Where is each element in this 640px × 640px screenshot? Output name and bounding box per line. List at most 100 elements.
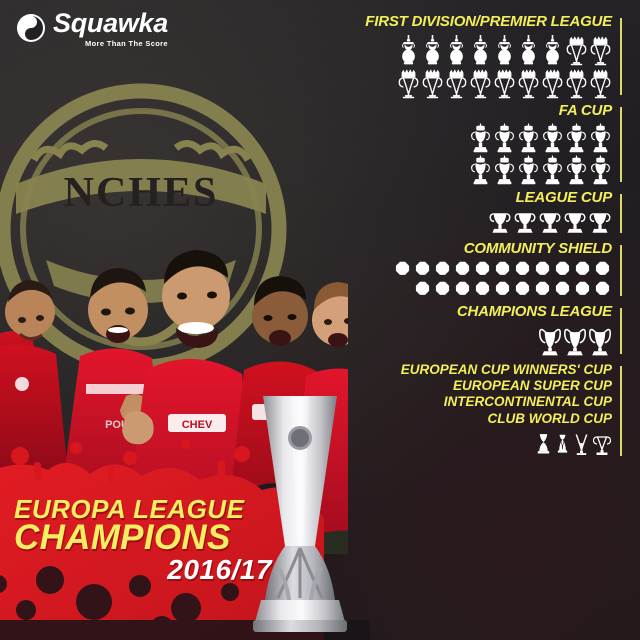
first-division-trophy-icon xyxy=(546,34,559,65)
community-shield-icon xyxy=(495,261,510,276)
fa-cup-trophy-icon xyxy=(543,155,562,184)
fa-cup-trophy-icon xyxy=(567,123,586,152)
other-cup-title-4: CLUB WORLD CUP xyxy=(487,410,613,426)
section-title-community-shield: COMMUNITY SHIELD xyxy=(463,240,612,258)
first-division-trophy-icon xyxy=(474,34,487,65)
european-super-cup-trophy-icon xyxy=(557,434,568,453)
trophy-row xyxy=(340,123,612,154)
other-cups-trophy-grid xyxy=(340,430,612,460)
fa-cup-trophy-icon xyxy=(471,155,490,184)
community-shield-icon xyxy=(595,281,610,296)
banner-line-1: EUROPA LEAGUE xyxy=(14,494,245,524)
community-shield-icon xyxy=(415,261,430,276)
premier-league-trophy-icon xyxy=(590,35,611,66)
premier-league-trophy-icon xyxy=(422,68,443,99)
section-other-cups: EUROPEAN CUP WINNERS' CUP EUROPEAN SUPER… xyxy=(340,362,626,460)
squawka-wordmark: Squawka xyxy=(53,8,168,38)
community-shield-icon xyxy=(395,261,410,276)
other-cups-titles: EUROPEAN CUP WINNERS' CUP EUROPEAN SUPER… xyxy=(340,362,612,427)
trophy-row xyxy=(340,155,612,186)
league-cup-trophy-icon xyxy=(489,213,511,234)
premier-league-trophy-icon xyxy=(566,68,587,99)
trophy-row xyxy=(340,34,612,66)
fa-cup-trophy-icon xyxy=(519,155,538,184)
community-shield-icon xyxy=(515,281,530,296)
club-world-cup-trophy-icon xyxy=(592,436,612,455)
section-champions-league: CHAMPIONS LEAGUE xyxy=(340,303,626,358)
europa-league-banner-text: EUROPA LEAGUE CHAMPIONS 2016/17 xyxy=(14,494,314,586)
community-shield-icon xyxy=(595,261,610,276)
banner-line-2: CHAMPIONS xyxy=(14,518,231,558)
league-cup-trophy-icon xyxy=(589,213,611,234)
first-division-trophy-icon xyxy=(522,34,535,65)
section-league-cup: LEAGUE CUP xyxy=(340,188,626,238)
squawka-tagline: More Than The Score xyxy=(85,39,168,48)
fa-cup-trophy-icon xyxy=(567,155,586,184)
league-cup-trophy-icon xyxy=(514,213,536,234)
honours-list: FIRST DIVISION/PREMIER LEAGUE FA CUP LEA… xyxy=(340,0,640,640)
league-cup-trophy-grid xyxy=(340,209,612,237)
section-rule xyxy=(620,18,622,95)
first-division-trophy-icon xyxy=(402,34,415,65)
trophy-row xyxy=(340,209,612,237)
league-trophy-grid xyxy=(340,34,612,99)
section-first-division-premier-league: FIRST DIVISION/PREMIER LEAGUE xyxy=(340,13,626,99)
champions-league-trophy-icon xyxy=(589,328,611,356)
section-rule xyxy=(620,365,622,456)
community-shield-icon xyxy=(475,261,490,276)
other-cup-title-3: INTERCONTINENTAL CUP xyxy=(443,394,612,410)
fa-cup-trophy-icon xyxy=(471,123,490,152)
community-shield-icon xyxy=(575,261,590,276)
first-division-trophy-icon xyxy=(498,34,511,65)
community-shield-icon xyxy=(475,281,490,296)
fa-cup-trophy-icon xyxy=(543,123,562,152)
fa-cup-trophy-icon xyxy=(495,123,514,152)
squawka-logo[interactable]: Squawka More Than The Score xyxy=(16,10,168,48)
red-splatter-banner xyxy=(0,439,370,640)
cup-winners-cup-trophy-icon xyxy=(537,433,550,454)
premier-league-trophy-icon xyxy=(470,68,491,99)
section-title-league-cup: LEAGUE CUP xyxy=(515,188,613,206)
community-shield-icon xyxy=(435,281,450,296)
section-title-fa-cup: FA CUP xyxy=(558,101,612,119)
league-cup-trophy-icon xyxy=(564,213,586,234)
fa-cup-trophy-icon xyxy=(591,155,610,184)
community-shield-icon xyxy=(535,261,550,276)
community-shield-icon xyxy=(515,261,530,276)
shield-row xyxy=(340,261,612,280)
shield-row xyxy=(340,281,612,300)
premier-league-trophy-icon xyxy=(566,35,587,66)
svg-text:CHEV: CHEV xyxy=(182,419,213,431)
section-rule xyxy=(620,106,622,182)
section-rule xyxy=(620,245,622,297)
first-division-trophy-icon xyxy=(450,34,463,65)
premier-league-trophy-icon xyxy=(494,68,515,99)
trophy-row xyxy=(340,67,612,99)
other-cup-title-1: EUROPEAN CUP WINNERS' CUP xyxy=(400,361,612,377)
intercontinental-cup-trophy-icon xyxy=(575,434,588,455)
community-shield-icon xyxy=(415,281,430,296)
svg-text:NCHES: NCHES xyxy=(64,170,219,216)
fa-cup-trophy-icon xyxy=(519,123,538,152)
section-title-league: FIRST DIVISION/PREMIER LEAGUE xyxy=(365,13,612,30)
section-fa-cup: FA CUP xyxy=(340,101,626,186)
champions-league-trophy-grid xyxy=(340,324,612,358)
champions-league-trophy-icon xyxy=(539,328,561,356)
squawka-circle-icon xyxy=(17,14,45,42)
section-title-champions-league: CHAMPIONS LEAGUE xyxy=(456,303,612,321)
section-community-shield: COMMUNITY SHIELD xyxy=(340,241,626,300)
first-division-trophy-icon xyxy=(426,34,439,65)
community-shield-icon xyxy=(435,261,450,276)
community-shield-icon xyxy=(455,261,470,276)
banner-season: 2016/17 xyxy=(167,554,272,586)
trophy-row xyxy=(340,430,612,460)
community-shield-icon xyxy=(555,281,570,296)
section-rule xyxy=(620,308,622,354)
community-shield-icon xyxy=(495,281,510,296)
premier-league-trophy-icon xyxy=(446,68,467,99)
fa-cup-trophy-grid xyxy=(340,123,612,186)
community-shield-icon xyxy=(535,281,550,296)
premier-league-trophy-icon xyxy=(398,68,419,99)
fa-cup-trophy-icon xyxy=(495,155,514,184)
